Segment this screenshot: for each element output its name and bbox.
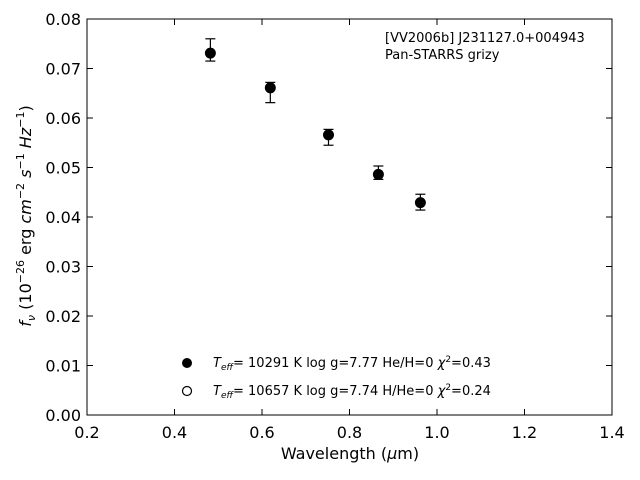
annotation-survey: Pan-STARRS grizy (385, 48, 500, 63)
data-point (414, 193, 426, 211)
y-tick-label: 0.04 (45, 208, 81, 227)
legend-marker-filled (182, 358, 192, 368)
x-tick-label: 1.0 (424, 423, 449, 442)
data-point (323, 128, 334, 146)
legend-marker-open (181, 385, 193, 397)
y-tick-label: 0.01 (45, 357, 81, 376)
data-point (264, 81, 276, 104)
annotation-object: [VV2006b] J231127.0+004943 (385, 31, 585, 46)
x-tick-labels: 0.2 0.4 0.6 0.8 1.0 1.2 1.4 (74, 423, 624, 442)
data-point (204, 38, 216, 62)
axis-ticks (86, 18, 613, 416)
legend-entry-1: Teff= 10291 K log g=7.77 He/H=0 χ2=0.43 (213, 355, 491, 373)
x-axis-label: Wavelength (μm) (281, 444, 419, 463)
x-tick-label: 1.4 (599, 423, 624, 442)
svg-text:fν (10−26 erg cm−2 s−1 Hz−1): fν (10−26 erg cm−2 s−1 Hz−1) (14, 105, 38, 326)
y-tick-label: 0.00 (45, 406, 81, 425)
y-tick-label: 0.02 (45, 307, 81, 326)
x-tick-label: 0.6 (249, 423, 274, 442)
x-tick-label: 0.8 (337, 423, 362, 442)
legend-entry-2: Teff= 10657 K log g=7.74 H/He=0 χ2=0.24 (213, 383, 491, 401)
x-tick-label: 1.2 (512, 423, 537, 442)
x-tick-label: 0.2 (74, 423, 99, 442)
x-tick-label: 0.4 (162, 423, 187, 442)
data-marker (372, 168, 384, 180)
y-axis-label: fν (10−26 erg cm−2 s−1 Hz−1) (14, 105, 38, 326)
legend: Teff= 10291 K log g=7.77 He/H=0 χ2=0.43 … (181, 355, 491, 401)
y-tick-label: 0.07 (45, 60, 81, 79)
data-points (204, 38, 426, 211)
data-marker (264, 82, 276, 94)
y-tick-label: 0.05 (45, 159, 81, 178)
y-tick-label: 0.03 (45, 258, 81, 277)
data-marker (204, 47, 216, 59)
data-point (372, 165, 384, 180)
y-tick-label: 0.06 (45, 109, 81, 128)
data-marker (414, 197, 426, 209)
y-tick-labels: 0.00 0.01 0.02 0.03 0.04 0.05 0.06 0.07 0.08 (45, 10, 81, 425)
y-tick-label: 0.08 (45, 10, 81, 29)
data-marker (323, 129, 334, 141)
